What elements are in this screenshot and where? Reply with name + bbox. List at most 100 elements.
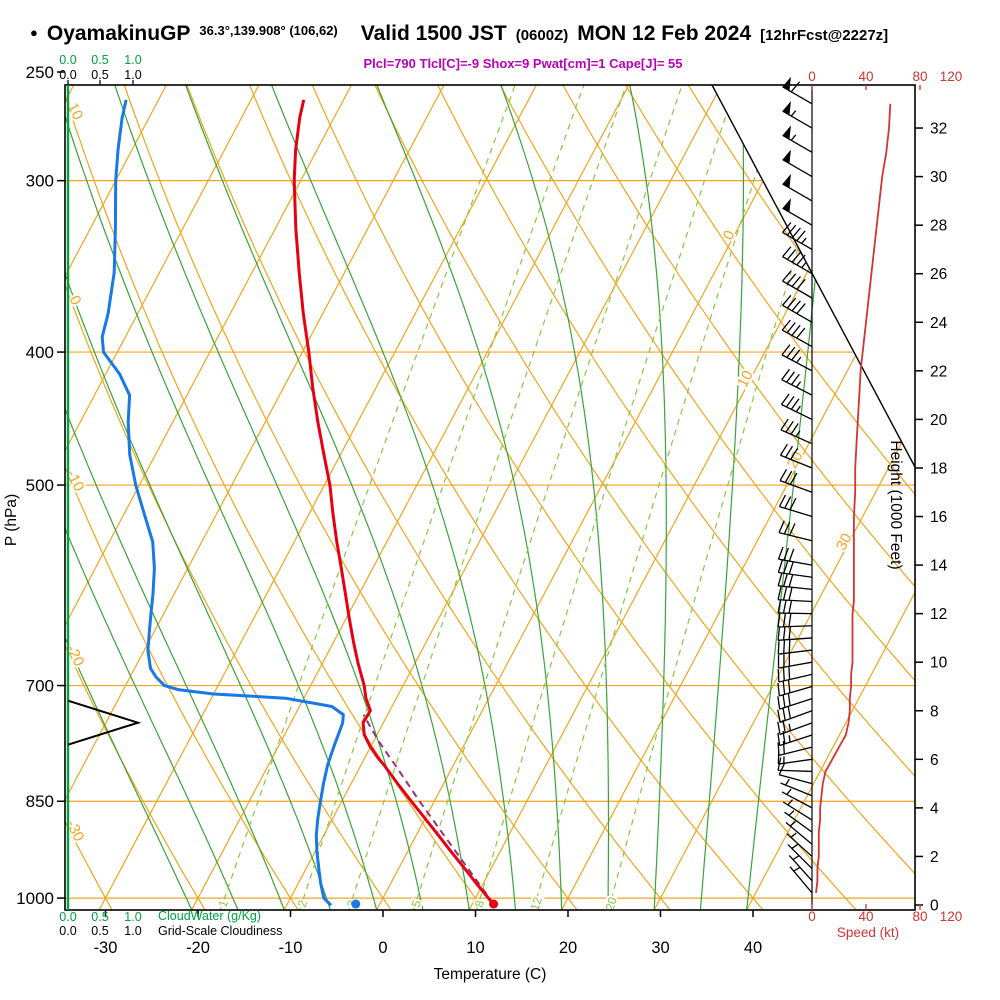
wind-barb (777, 705, 813, 723)
temperature-tick-label: 30 (651, 939, 669, 957)
isotherm-line (653, 85, 915, 910)
moist-adiabat-line (699, 85, 744, 910)
height-tick-label: 30 (930, 169, 948, 186)
temperature-tick-label: 40 (744, 939, 762, 957)
temperature-tick-label: -20 (186, 939, 210, 957)
temperature-tick-label: 20 (559, 939, 577, 957)
temperature-tick-label: -30 (94, 939, 118, 957)
cloud-scale-label: 1.0 (124, 924, 141, 938)
mixing-ratio-line (348, 85, 630, 910)
wind-barb (779, 469, 813, 493)
mixing-ratio-line (476, 85, 740, 910)
stability-parameters: Plcl=790 Tlcl[C]=-9 Shox=9 Pwat[cm]=1 Ca… (363, 56, 683, 71)
chart-header: ● OyamakinuGP 36.3°,139.908° (106,62) Va… (30, 22, 888, 46)
mixing-ratio-label: 5 (409, 898, 424, 909)
dry-adiabat-line (245, 85, 764, 910)
dry-adiabat-line (933, 77, 1000, 910)
isotherm-line (98, 85, 537, 910)
cloud-scale-label: 0.5 (91, 53, 108, 67)
speed-axis-label: Speed (kt) (837, 925, 899, 940)
height-tick-label: 0 (930, 898, 939, 915)
wind-barb (781, 368, 813, 396)
wind-barb (777, 741, 813, 757)
speed-tick-label: 80 (912, 909, 927, 924)
wind-barb (782, 125, 813, 153)
cloud-scale-label: 0.5 (91, 924, 108, 938)
wind-barb (777, 573, 813, 591)
wind-barb (777, 639, 813, 655)
height-tick-label: 2 (930, 849, 939, 866)
isotherm-line (746, 85, 915, 910)
wind-barb (777, 666, 813, 683)
speed-tick-label: 40 (858, 69, 873, 84)
dry-adiabat-label: -30 (63, 817, 88, 844)
forecast-info: [12hrFcst@2227z] (760, 27, 889, 44)
pressure-tick-label: 250 (26, 63, 54, 82)
dry-adiabat-line (557, 85, 915, 910)
mixing-ratio-line (219, 85, 519, 910)
moist-adiabat-line (497, 85, 610, 910)
moist-adiabat-line (267, 85, 516, 910)
cloudwater-axis-label: CloudWater (g/Kg) (158, 909, 261, 923)
border-diagonal (711, 84, 916, 468)
moist-adiabat-line (111, 85, 424, 910)
surface-markers (351, 899, 499, 909)
isotherm-line (191, 85, 630, 910)
isotherm-line (65, 85, 260, 910)
station-coords: 36.3°,139.908° (106,62) (199, 23, 338, 38)
pressure-axis-label: P (hPa) (3, 494, 20, 546)
speed-tick-label: 0 (808, 909, 816, 924)
dry-adiabat-line (183, 85, 671, 910)
temperature-axis-label: Temperature (C) (434, 966, 547, 983)
level-marker-arrow (67, 699, 142, 746)
valid-date: MON 12 Feb 2024 (577, 22, 752, 45)
grid (0, 77, 1000, 910)
speed-tick-label: 0 (808, 69, 816, 84)
wind-barb (787, 843, 813, 870)
mixing-ratio-line (299, 85, 588, 910)
speed-profile (815, 103, 892, 894)
isotherm-line (283, 85, 722, 910)
wind-barb (777, 692, 813, 710)
wind-barb (777, 679, 813, 697)
moist-adiabat-line (65, 85, 239, 910)
speed-tick-label: 40 (858, 909, 873, 924)
height-tick-label: 28 (930, 218, 947, 235)
moist-adiabat-line (65, 85, 378, 910)
station-bullet-icon: ● (30, 25, 38, 40)
cloud-scale-label: 0.0 (59, 53, 76, 67)
wind-barb (789, 866, 813, 894)
temperature-tick-label: -10 (279, 939, 303, 957)
height-tick-label: 18 (930, 460, 947, 477)
height-tick-label: 20 (930, 412, 948, 429)
sounding-curves (100, 99, 495, 907)
temperature-curve (292, 99, 495, 905)
cloud-scale-label: 0.0 (59, 68, 76, 82)
wind-barb (782, 76, 813, 105)
wind-barb (786, 832, 813, 857)
temperature-tick-label: 10 (466, 939, 484, 957)
parcel-ascent-curve (362, 714, 495, 905)
dry-adiabat-line (0, 77, 19, 910)
height-tick-label: 4 (930, 800, 939, 817)
wind-barb (781, 788, 813, 809)
height-tick-label: 24 (930, 315, 948, 332)
height-tick-label: 10 (930, 655, 948, 672)
station-name: OyamakinuGP (46, 22, 191, 45)
isotherm-label: 30 (833, 531, 856, 554)
cloud-scale-label: 1.0 (124, 910, 141, 924)
wind-barb (777, 719, 813, 736)
speed-tick-label: 80 (912, 69, 927, 84)
dry-adiabat-line (120, 85, 578, 910)
wind-barb (778, 494, 813, 518)
height-tick-label: 12 (930, 606, 947, 623)
dry-adiabat-line (65, 85, 485, 910)
cloud-scale-label: 0.5 (91, 68, 108, 82)
wind-barbs (777, 76, 813, 894)
isotherm-line (561, 85, 915, 910)
mixing-ratio-label: 12 (528, 895, 546, 912)
wind-barb (777, 613, 813, 628)
